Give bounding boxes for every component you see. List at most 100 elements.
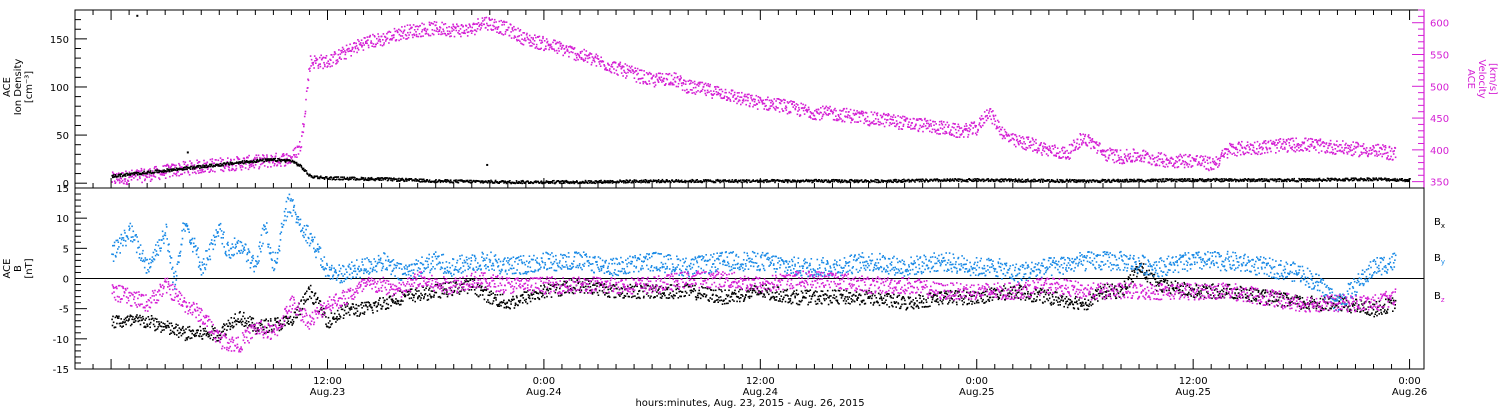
- velocity-point: [631, 65, 633, 68]
- density-point: [785, 179, 787, 181]
- velocity-point: [288, 161, 291, 163]
- density-point: [585, 180, 587, 183]
- velocity-point: [881, 116, 884, 118]
- velocity-point: [131, 169, 133, 172]
- velocity-point: [606, 69, 609, 71]
- velocity-point: [1153, 160, 1156, 163]
- velocity-point: [736, 102, 738, 105]
- density-point: [302, 167, 305, 170]
- density-point: [662, 180, 665, 182]
- velocity-point: [1304, 147, 1306, 149]
- density-point: [1382, 178, 1385, 181]
- velocity-point: [533, 43, 535, 46]
- bx-point: [131, 323, 133, 326]
- velocity-point: [139, 177, 141, 180]
- density-point: [251, 160, 254, 163]
- velocity-point: [309, 55, 312, 57]
- velocity-point: [703, 83, 706, 86]
- velocity-point: [330, 59, 332, 61]
- density-point: [415, 178, 417, 180]
- velocity-point: [668, 72, 671, 75]
- velocity-point: [1027, 136, 1030, 138]
- velocity-point: [252, 162, 254, 165]
- velocity-point: [468, 23, 471, 25]
- density-point: [421, 178, 424, 181]
- velocity-point: [582, 59, 585, 61]
- velocity-point: [1282, 142, 1284, 145]
- density-point: [183, 166, 185, 169]
- velocity-point: [463, 29, 466, 32]
- density-point: [214, 165, 216, 168]
- velocity-point: [658, 76, 660, 79]
- velocity-point: [635, 70, 638, 72]
- velocity-point: [944, 132, 946, 135]
- velocity-point: [863, 122, 865, 125]
- velocity-point: [990, 118, 992, 121]
- velocity-point: [1209, 156, 1211, 159]
- velocity-point: [212, 170, 214, 172]
- density-point: [1297, 180, 1300, 183]
- bx-point: [118, 315, 120, 318]
- velocity-point: [880, 122, 883, 125]
- velocity-point: [1062, 152, 1065, 155]
- density-point: [280, 158, 283, 161]
- velocity-point: [1193, 158, 1196, 160]
- density-point: [456, 181, 459, 184]
- density-point: [168, 169, 170, 172]
- density-point: [644, 181, 647, 184]
- density-point: [1377, 179, 1379, 181]
- velocity-point: [237, 158, 240, 161]
- velocity-point: [266, 154, 268, 156]
- velocity-point: [617, 74, 619, 76]
- density-point: [242, 162, 245, 165]
- density-point: [376, 177, 379, 179]
- velocity-point: [728, 97, 730, 99]
- velocity-point: [965, 129, 967, 131]
- density-point: [864, 179, 867, 181]
- velocity-point: [1055, 154, 1057, 156]
- density-point: [1015, 179, 1017, 181]
- velocity-point: [963, 125, 966, 128]
- velocity-point: [740, 96, 743, 98]
- density-point: [1067, 179, 1069, 182]
- velocity-point: [1310, 137, 1312, 140]
- velocity-point: [201, 170, 204, 172]
- density-point: [957, 180, 960, 182]
- velocity-point: [1160, 152, 1163, 154]
- velocity-point: [389, 38, 391, 41]
- velocity-point: [1319, 144, 1321, 147]
- velocity-point: [660, 79, 662, 81]
- velocity-point: [915, 119, 918, 121]
- velocity-point: [1361, 153, 1363, 155]
- velocity-point: [733, 100, 735, 102]
- velocity-point: [514, 28, 516, 31]
- velocity-point: [794, 107, 796, 110]
- velocity-point: [553, 39, 555, 41]
- density-point: [901, 181, 903, 183]
- density-point: [714, 181, 717, 184]
- velocity-point: [1054, 144, 1056, 147]
- density-point: [645, 180, 648, 183]
- velocity-point: [772, 103, 774, 106]
- velocity-point: [737, 100, 740, 103]
- density-point: [943, 179, 945, 182]
- velocity-point: [1145, 154, 1147, 156]
- velocity-point: [331, 54, 333, 56]
- density-point: [364, 178, 366, 181]
- density-point: [971, 180, 973, 182]
- velocity-point: [931, 131, 933, 134]
- density-point: [829, 181, 831, 184]
- velocity-point: [1041, 154, 1043, 156]
- density-point: [837, 179, 840, 182]
- velocity-point: [493, 21, 495, 24]
- velocity-point: [1029, 140, 1032, 143]
- velocity-point: [1112, 159, 1114, 161]
- density-point: [1404, 178, 1406, 181]
- velocity-point: [295, 154, 297, 156]
- velocity-point: [1125, 157, 1128, 160]
- velocity-point: [195, 167, 197, 170]
- velocity-point: [204, 170, 206, 173]
- velocity-point: [200, 171, 203, 174]
- velocity-point: [504, 21, 506, 23]
- density-point: [923, 181, 926, 183]
